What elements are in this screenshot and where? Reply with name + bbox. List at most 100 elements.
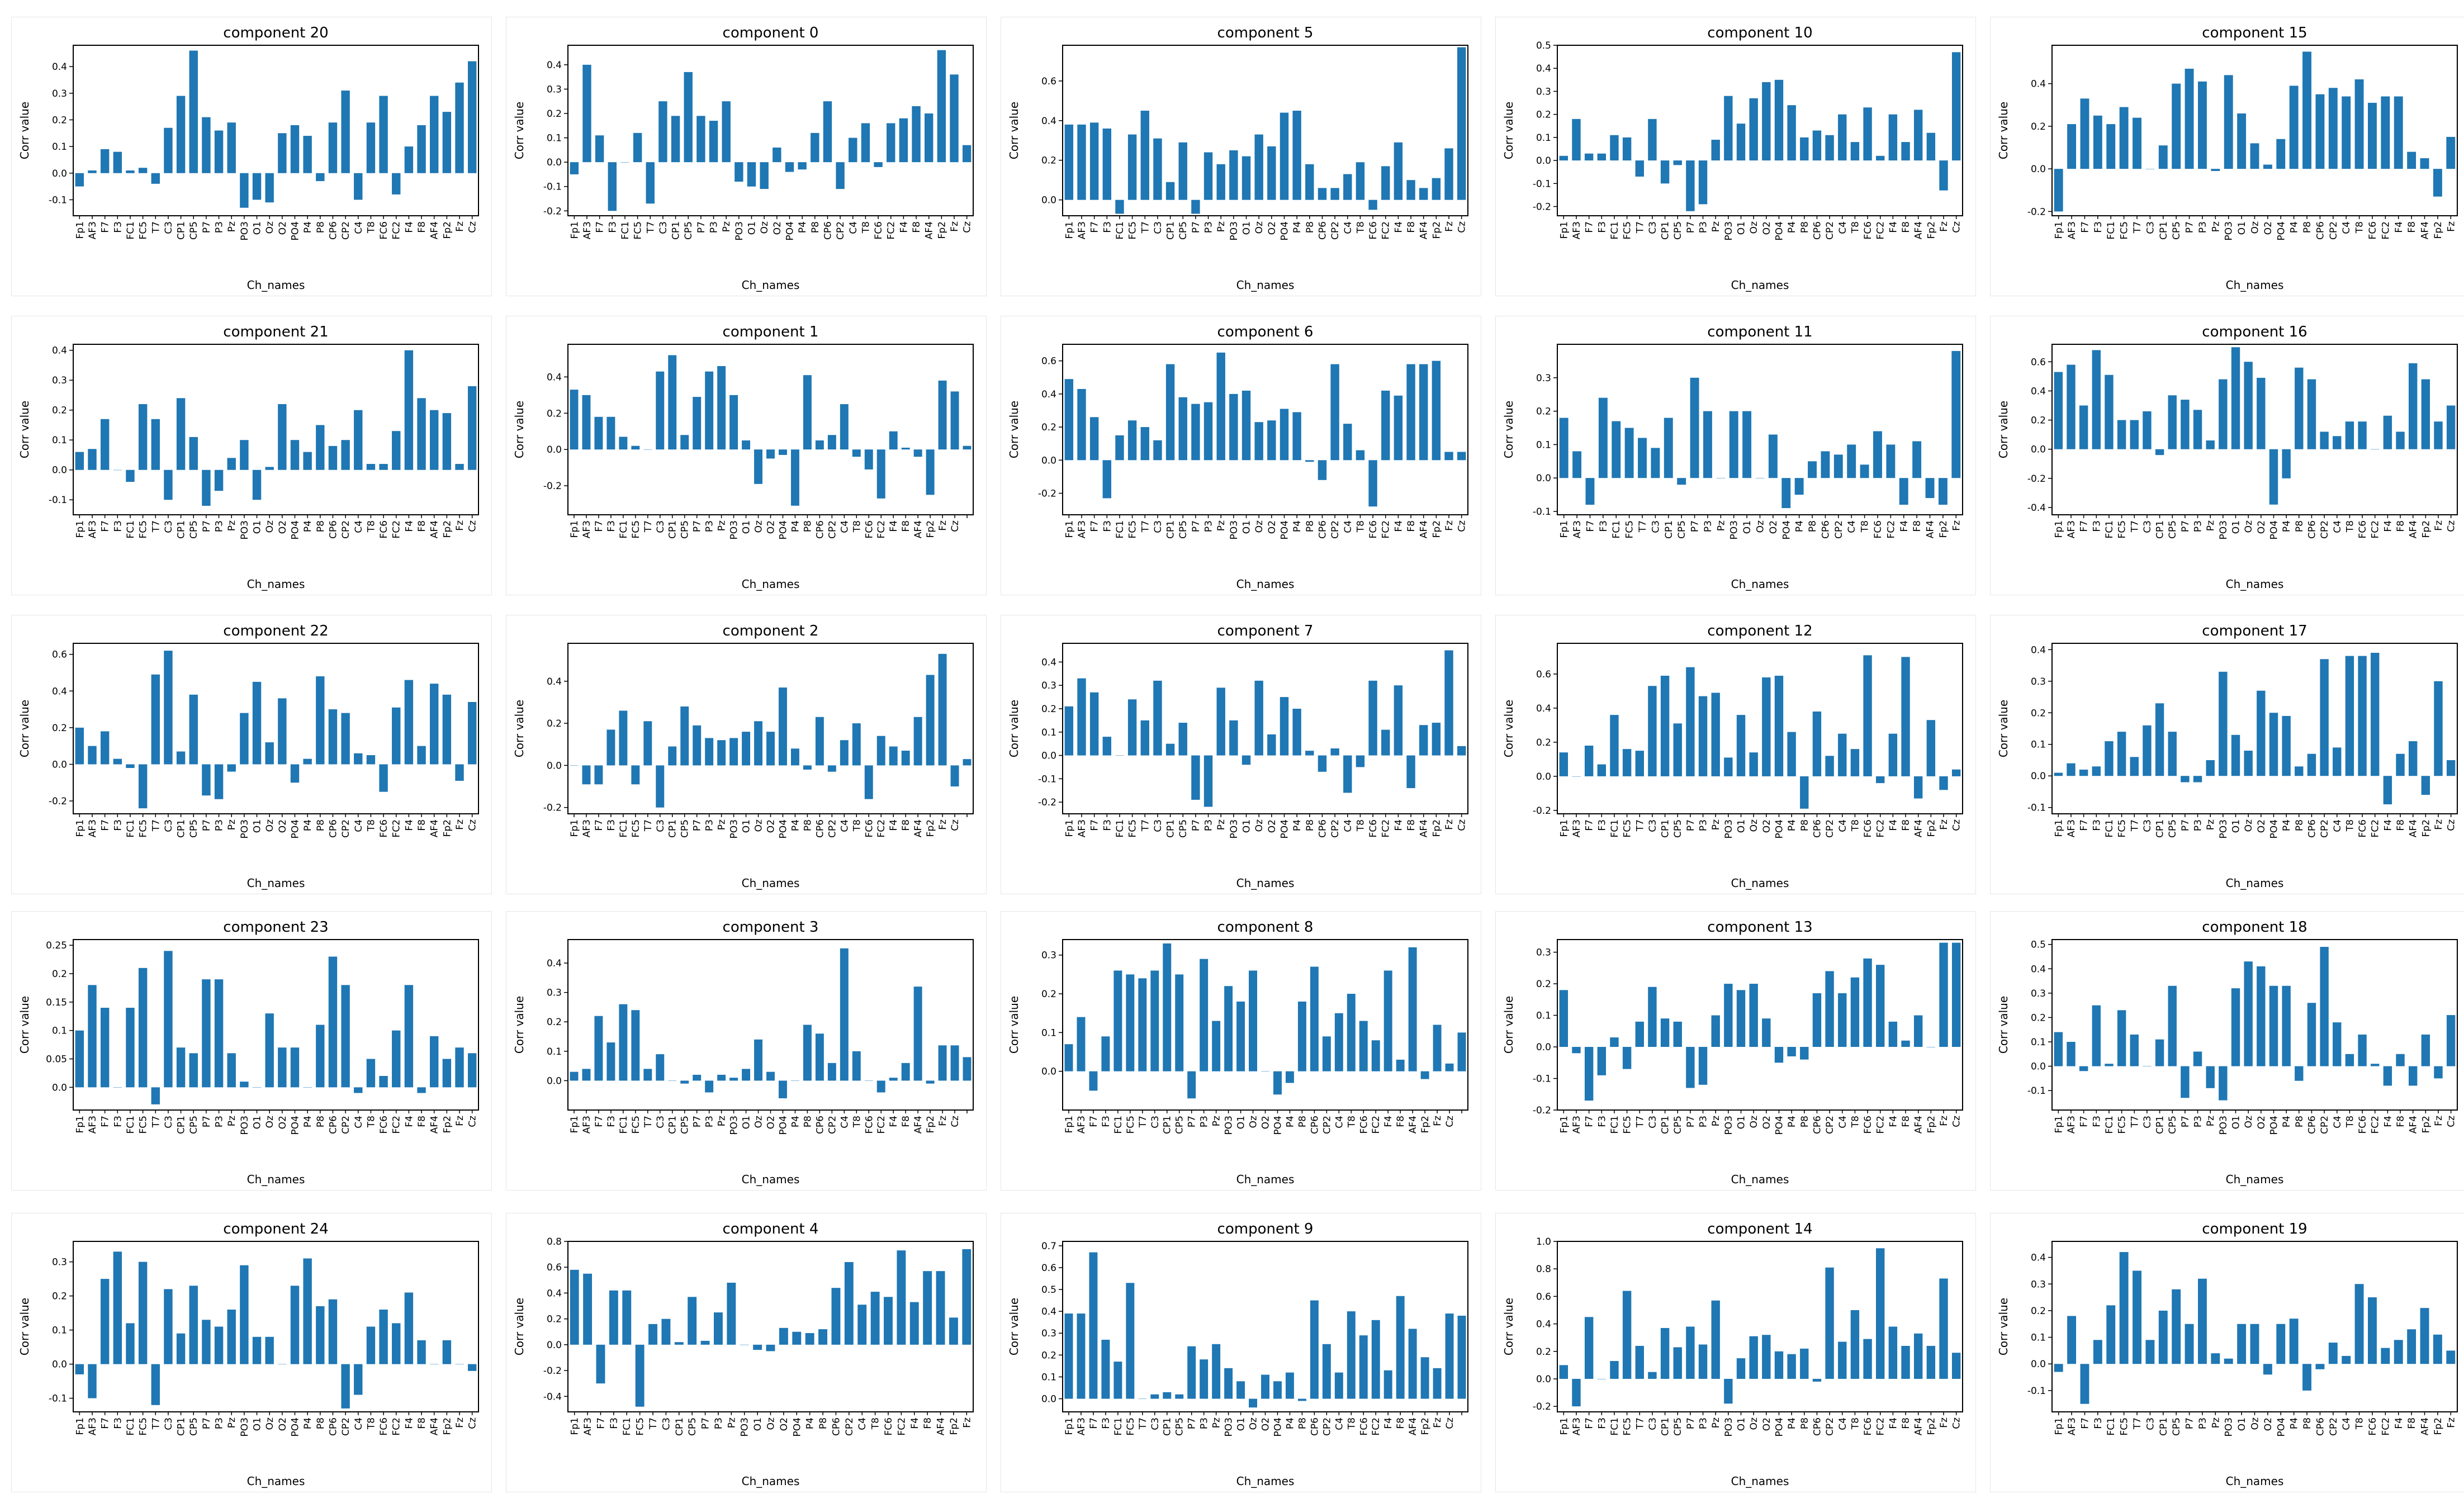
bar xyxy=(1648,686,1657,776)
bar xyxy=(2250,143,2259,169)
bar xyxy=(1951,942,1961,1047)
bar xyxy=(2117,732,2126,776)
bar xyxy=(2434,1066,2443,1079)
x-tick-label: AF4 xyxy=(1419,520,1430,538)
x-tick-label: F8 xyxy=(922,1417,934,1429)
bar xyxy=(176,1047,186,1088)
x-tick-label: Oz xyxy=(264,520,276,533)
bar xyxy=(2328,1343,2338,1364)
x-tick-label: FC6 xyxy=(883,1417,894,1435)
x-tick-label: PO4 xyxy=(778,819,789,838)
x-tick-label: CP1 xyxy=(667,520,679,539)
bar xyxy=(1343,424,1352,461)
x-tick-label: CP1 xyxy=(667,1116,679,1134)
x-tick-label: C4 xyxy=(1334,1417,1345,1430)
x-tick-label: F4 xyxy=(404,520,415,532)
bar xyxy=(1433,1368,1442,1399)
x-tick-label: T8 xyxy=(851,819,863,832)
bar xyxy=(609,1290,618,1345)
x-tick-label: O1 xyxy=(252,520,263,534)
x-tick-label: Fp2 xyxy=(442,1116,453,1133)
x-tick-label: F3 xyxy=(112,221,124,233)
x-tick-label: F8 xyxy=(416,819,428,831)
x-tick-label: T8 xyxy=(2354,1417,2366,1430)
bar xyxy=(1138,978,1147,1071)
bar xyxy=(779,449,787,455)
x-tick-label: P4 xyxy=(2281,1116,2292,1127)
x-tick-label: F4 xyxy=(888,520,899,532)
x-tick-label: P8 xyxy=(1305,520,1316,532)
x-tick-label: CP2 xyxy=(1330,520,1341,539)
bar xyxy=(328,445,338,470)
bar xyxy=(1888,733,1898,776)
bar xyxy=(2067,1042,2076,1066)
chart-title: component 10 xyxy=(1707,25,1812,41)
x-tick-label: T8 xyxy=(1850,1116,1861,1128)
chart-panel: component 14 -0.2 0.0 0.2 0.4 0.6 0.8 1.0 Fp1 AF3… xyxy=(1495,1213,1976,1492)
x-tick-label: FC5 xyxy=(1127,520,1139,538)
x-tick-label: FC1 xyxy=(1115,520,1126,538)
bar xyxy=(379,464,388,470)
x-tick-label: CP2 xyxy=(340,819,352,838)
x-tick-label: O1 xyxy=(252,1116,263,1129)
bar xyxy=(766,1344,775,1351)
x-tick-label: T8 xyxy=(851,520,863,533)
y-axis-label: Corr value xyxy=(1007,996,1021,1054)
x-tick-label: C3 xyxy=(1153,221,1164,234)
x-tick-label: AF3 xyxy=(1571,1417,1582,1435)
x-tick-label: FC1 xyxy=(618,819,629,837)
bar xyxy=(1698,696,1708,776)
chart-title: component 15 xyxy=(2202,25,2307,41)
x-tick-label: Pz xyxy=(1716,520,1727,531)
bar xyxy=(901,447,910,450)
x-tick-label: F7 xyxy=(594,1116,605,1127)
x-tick-label: CP6 xyxy=(822,221,833,240)
x-tick-label: Fp1 xyxy=(74,520,86,538)
bar xyxy=(1138,1398,1147,1400)
plot-frame xyxy=(73,45,479,216)
chart-title: component 19 xyxy=(2202,1221,2307,1237)
chart-panel: component 24 -0.1 0.0 0.1 0.2 0.3 Fp1 AF3 F7 F3 FC… xyxy=(11,1213,492,1492)
x-tick-label: P3 xyxy=(214,1417,225,1429)
bar xyxy=(1077,1017,1086,1071)
x-tick-label: Pz xyxy=(1710,819,1722,830)
bar xyxy=(1254,680,1263,756)
bar xyxy=(2054,1032,2063,1066)
bar xyxy=(2383,1066,2392,1086)
x-tick-label: Fz xyxy=(454,1417,466,1428)
y-tick-label: 0.0 xyxy=(1041,751,1056,762)
x-tick-label: Oz xyxy=(264,819,276,832)
bar xyxy=(2446,405,2456,449)
bar xyxy=(1901,1040,1910,1047)
bar xyxy=(2282,449,2291,478)
bar xyxy=(705,738,714,766)
x-tick-label: Pz xyxy=(1710,1116,1722,1126)
x-tick-label: Pz xyxy=(226,1417,238,1428)
x-tick-label: Cz xyxy=(1457,819,1468,831)
x-tick-label: P3 xyxy=(1703,520,1714,532)
y-tick-label: 0.7 xyxy=(1041,1241,1056,1252)
bar xyxy=(844,1262,854,1345)
bar xyxy=(1673,1021,1682,1047)
x-tick-label: CP6 xyxy=(1812,221,1823,240)
y-tick-label: 0.0 xyxy=(1041,455,1056,466)
x-tick-label: FC6 xyxy=(1358,1417,1370,1435)
bar xyxy=(1322,1036,1331,1071)
x-tick-label: PO4 xyxy=(2268,1116,2280,1135)
x-tick-label: Cz xyxy=(2446,520,2457,532)
chart-panel: component 10 -0.2 -0.1 0.0 0.1 0.2 0.3 0.4 0.5 Fp… xyxy=(1495,17,1976,296)
bar xyxy=(1406,364,1415,461)
x-tick-label: C3 xyxy=(1647,221,1659,234)
bar xyxy=(354,753,363,765)
x-tick-label: PO3 xyxy=(2218,1116,2229,1135)
x-tick-label: Fp1 xyxy=(2054,221,2065,239)
bar xyxy=(1768,434,1778,478)
bar xyxy=(1698,1047,1708,1085)
chart-title: component 16 xyxy=(2202,324,2307,340)
x-tick-label: C4 xyxy=(353,520,364,533)
x-tick-label: CP5 xyxy=(680,520,691,539)
bar xyxy=(2358,1034,2367,1066)
x-tick-label: O1 xyxy=(747,221,758,235)
